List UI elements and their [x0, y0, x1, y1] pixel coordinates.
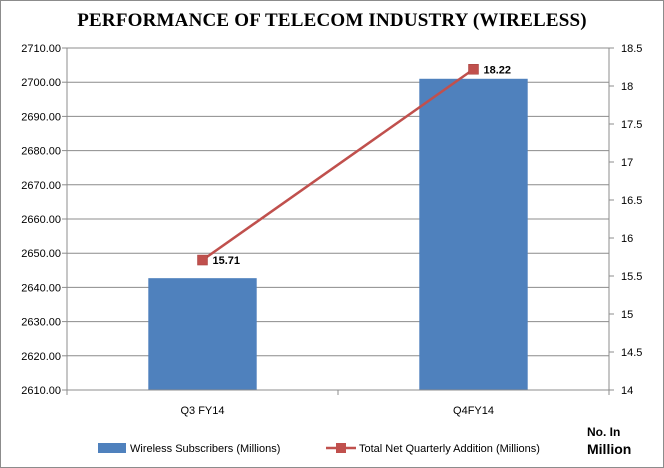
- category-label: Q4FY14: [453, 405, 494, 417]
- bar-series: [148, 78, 528, 390]
- category-labels: Q3 FY14 Q4FY14: [180, 405, 494, 417]
- left-tick-label: 2670.00: [21, 180, 61, 192]
- left-axis-ticks: 2610.00 2620.00 2630.00 2640.00 2650.00 2660.…: [21, 43, 67, 397]
- left-tick-label: 2700.00: [21, 77, 61, 89]
- left-tick-label: 2660.00: [21, 214, 61, 226]
- unit-label-line1: No. In: [587, 425, 621, 439]
- right-tick-label: 15: [621, 309, 633, 321]
- legend-label-bar: Wireless Subscribers (Millions): [130, 443, 280, 455]
- left-tick-label: 2630.00: [21, 317, 61, 329]
- unit-label: No. In Million: [587, 424, 647, 458]
- left-tick-label: 2620.00: [21, 351, 61, 363]
- legend-swatch-bar: [98, 443, 126, 453]
- left-tick-label: 2640.00: [21, 282, 61, 294]
- legend-swatch-marker: [336, 443, 346, 453]
- line-marker: [197, 254, 208, 266]
- axes: [66, 48, 610, 395]
- left-tick-label: 2650.00: [21, 248, 61, 260]
- legend: Wireless Subscribers (Millions) Total Net…: [98, 443, 540, 455]
- left-tick-label: 2680.00: [21, 146, 61, 158]
- data-label: 18.22: [484, 64, 512, 76]
- bar: [148, 278, 257, 390]
- legend-label-line: Total Net Quarterly Addition (Millions): [359, 443, 540, 455]
- line-series: 15.71 18.22: [197, 64, 512, 267]
- right-tick-label: 17.5: [621, 119, 642, 131]
- right-tick-label: 15.5: [621, 271, 642, 283]
- right-axis-ticks: 14 14.5 15 15.5 16 16.5 17 17.5 18 18.5: [609, 43, 642, 397]
- category-label: Q3 FY14: [180, 405, 224, 417]
- left-tick-label: 2690.00: [21, 111, 61, 123]
- data-label: 15.71: [213, 255, 241, 267]
- right-tick-label: 16.5: [621, 195, 642, 207]
- bar: [419, 78, 528, 390]
- right-tick-label: 14.5: [621, 347, 642, 359]
- series-line: [201, 68, 475, 262]
- left-tick-label: 2610.00: [21, 385, 61, 397]
- right-tick-label: 18: [621, 81, 633, 93]
- right-tick-label: 14: [621, 385, 633, 397]
- unit-label-line2: Million: [587, 441, 632, 457]
- right-tick-label: 16: [621, 233, 633, 245]
- right-tick-label: 17: [621, 157, 633, 169]
- chart-title: PERFORMANCE OF TELECOM INDUSTRY (WIRELES…: [77, 10, 587, 31]
- line-marker: [468, 64, 479, 75]
- left-tick-label: 2710.00: [21, 43, 61, 55]
- right-tick-label: 18.5: [621, 43, 642, 55]
